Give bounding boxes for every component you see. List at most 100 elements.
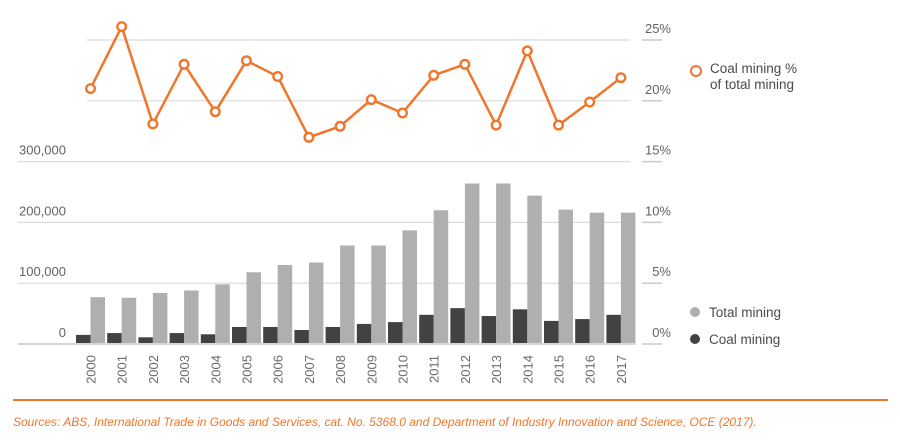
bar-coal-mining: [200, 334, 216, 343]
pct-marker: [490, 119, 502, 131]
bar-coal-mining: [107, 333, 122, 343]
source-note: Sources: ABS, International Trade in Goo…: [13, 415, 757, 429]
x-axis-label: 2014: [520, 355, 535, 384]
bar-coal-mining: [356, 323, 372, 343]
pct-marker: [428, 69, 440, 81]
x-axis-label: 2002: [146, 355, 161, 384]
bar-total-mining: [433, 210, 449, 343]
bar-coal-mining: [575, 319, 590, 343]
coal-mining-dot-icon: [690, 334, 700, 344]
bar-coal-mining: [419, 314, 434, 343]
bar-coal-mining: [544, 320, 559, 343]
legend-row-coal: Coal mining: [690, 331, 781, 347]
x-axis-labels-layer: 2000 2001 2002 2003 2004 2005 2006 2007 2008 2009…: [84, 355, 629, 384]
x-axis-label: 2003: [177, 355, 192, 384]
axis-labels-layer: 0% 0 5% 100,000 10% 200,000 15% 300,000 20% 25%: [19, 21, 671, 340]
left-axis-label: 300,000: [19, 143, 66, 158]
pct-line: [89, 25, 622, 139]
x-axis-label: 2010: [396, 355, 411, 384]
pct-marker: [521, 45, 533, 57]
x-axis-label: 2011: [427, 355, 442, 383]
bar-total-mining: [558, 209, 573, 343]
pct-marker: [84, 83, 96, 95]
bar-coal-mining: [263, 326, 278, 343]
bar-total-mining: [402, 230, 417, 343]
bar-total-mining: [121, 297, 137, 343]
left-axis-label: 100,000: [19, 264, 66, 279]
x-axis-label: 2007: [302, 355, 317, 384]
pct-marker: [584, 96, 596, 108]
total-mining-label: Total mining: [709, 304, 782, 320]
bar-total-mining: [277, 264, 293, 343]
bar-coal-mining: [325, 326, 341, 343]
pct-marker: [178, 58, 190, 70]
bar-total-mining: [308, 262, 324, 343]
bar-coal-mining: [232, 326, 247, 343]
pct-marker: [459, 58, 471, 70]
bar-coal-mining: [138, 337, 153, 343]
left-axis-label: 200,000: [19, 203, 66, 218]
x-axis-label: 2015: [552, 355, 567, 384]
bar-coal-mining: [169, 333, 185, 343]
x-axis-label: 2006: [271, 355, 286, 384]
x-axis-label: 2004: [208, 355, 223, 384]
x-axis-label: 2001: [115, 355, 130, 384]
pct-marker: [365, 94, 377, 106]
bar-coal-mining: [450, 308, 465, 343]
pct-marker: [334, 120, 346, 132]
bar-coal-mining: [76, 334, 91, 343]
right-axis-label: 20%: [645, 82, 671, 97]
bar-total-mining: [215, 284, 230, 343]
pct-marker: [303, 131, 315, 143]
pct-marker: [272, 70, 284, 82]
legend-bar-series: Total mining Coal mining: [690, 304, 781, 358]
pct-marker: [240, 55, 252, 67]
x-axis-label: 2008: [333, 355, 348, 384]
coal-mining-label: Coal mining: [709, 331, 781, 347]
bar-coal-mining: [481, 316, 497, 343]
x-axis-label: 2005: [240, 355, 255, 384]
pct-line-layer: [84, 21, 627, 143]
x-axis-label: 2013: [489, 355, 504, 384]
x-axis-label: 2009: [364, 355, 379, 384]
line-series-label-2: of total mining: [710, 77, 795, 92]
x-axis-label: 2017: [614, 355, 629, 384]
x-axis-label: 2000: [84, 355, 99, 384]
source-divider: [13, 399, 888, 401]
line-series-ring-icon: [690, 65, 702, 77]
bars-layer: [76, 183, 636, 343]
x-axis-label: 2016: [583, 355, 598, 384]
bar-total-mining: [589, 212, 605, 343]
right-axis-label: 25%: [645, 21, 671, 36]
pct-marker: [147, 118, 159, 130]
bar-total-mining: [371, 245, 386, 343]
right-axis-label: 5%: [652, 264, 671, 279]
pct-marker: [615, 72, 627, 84]
bar-coal-mining: [388, 322, 403, 343]
pct-marker: [116, 21, 128, 33]
pct-marker: [553, 119, 565, 131]
bar-total-mining: [527, 195, 542, 343]
gridlines-layer: [18, 39, 662, 345]
total-mining-dot-icon: [690, 307, 700, 317]
left-axis-label: 0: [59, 325, 66, 340]
right-axis-label: 15%: [645, 143, 671, 158]
bar-total-mining: [90, 297, 105, 343]
line-series-label: Coal mining % of total mining: [710, 61, 797, 93]
x-axis-label: 2012: [458, 355, 473, 384]
bar-total-mining: [152, 292, 168, 343]
right-axis-label: 0%: [652, 325, 671, 340]
bar-coal-mining: [606, 314, 621, 343]
bar-total-mining: [620, 212, 636, 343]
bar-total-mining: [496, 183, 511, 343]
bar-total-mining: [246, 272, 261, 343]
bar-total-mining: [184, 290, 199, 343]
bar-coal-mining: [294, 330, 309, 343]
bar-total-mining: [464, 183, 480, 343]
legend-row-total: Total mining: [690, 304, 781, 320]
bar-coal-mining: [512, 309, 528, 343]
right-axis-label: 10%: [645, 203, 671, 218]
pct-marker: [209, 106, 221, 118]
